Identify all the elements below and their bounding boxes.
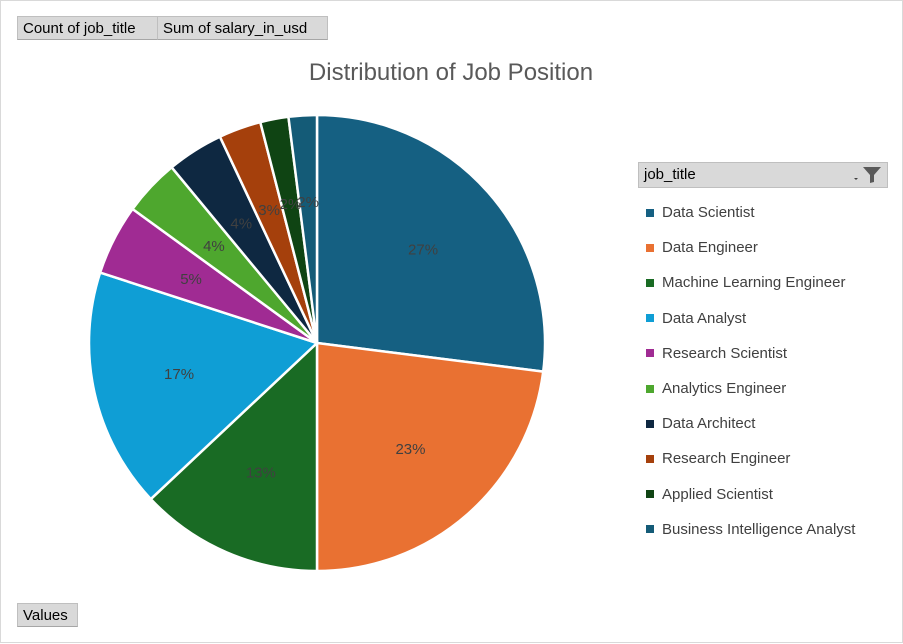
legend-swatch <box>646 384 654 393</box>
legend-label: Data Scientist <box>662 204 755 222</box>
legend-swatch <box>646 454 654 463</box>
pie-slice-data-engineer[interactable] <box>315 341 545 573</box>
legend-label: Data Engineer <box>662 239 758 257</box>
funnel-filter-icon[interactable] <box>851 166 883 184</box>
legend-item-business-intelligence-analyst[interactable]: Business Intelligence Analyst <box>646 512 896 547</box>
legend-label: Research Scientist <box>662 344 788 362</box>
legend-item-applied-scientist[interactable]: Applied Scientist <box>646 477 896 512</box>
data-label-business-intelligence-analyst: 2% <box>297 194 319 211</box>
legend-label: Research Engineer <box>662 450 791 468</box>
sum-of-salary-field-button[interactable]: Sum of salary_in_usd <box>157 16 328 40</box>
legend-swatch <box>646 349 654 358</box>
legend-item-data-analyst[interactable]: Data Analyst <box>646 301 896 336</box>
data-label-research-engineer: 3% <box>258 202 280 219</box>
legend-item-data-engineer[interactable]: Data Engineer <box>646 230 896 265</box>
legend-swatch <box>646 419 654 428</box>
legend-item-research-engineer[interactable]: Research Engineer <box>646 441 896 476</box>
legend-label: Applied Scientist <box>662 485 773 503</box>
legend-item-machine-learning-engineer[interactable]: Machine Learning Engineer <box>646 265 896 300</box>
legend-swatch <box>646 243 654 252</box>
legend-label: Business Intelligence Analyst <box>662 520 856 538</box>
legend-field-label: job_title <box>644 166 696 183</box>
legend-swatch <box>646 208 654 217</box>
chart-legend: Data Scientist Data Engineer Machine Learn… <box>646 195 896 547</box>
data-label-research-scientist: 5% <box>180 271 202 288</box>
count-of-job-title-field-button[interactable]: Count of job_title <box>17 16 158 40</box>
legend-item-data-architect[interactable]: Data Architect <box>646 406 896 441</box>
data-label-data-analyst: 17% <box>164 366 194 383</box>
legend-swatch <box>646 490 654 499</box>
legend-label: Data Architect <box>662 415 756 433</box>
pie-slice-business-intelligence-analyst[interactable] <box>287 113 319 344</box>
legend-swatch <box>646 525 654 534</box>
chart-title: Distribution of Job Position <box>308 59 594 86</box>
pie-slice-data-analyst[interactable] <box>87 270 320 501</box>
data-label-machine-learning-engineer: 13% <box>246 465 276 482</box>
legend-item-analytics-engineer[interactable]: Analytics Engineer <box>646 371 896 406</box>
legend-swatch <box>646 278 654 287</box>
legend-label: Machine Learning Engineer <box>662 274 846 292</box>
data-label-applied-scientist: 2% <box>280 196 302 213</box>
legend-item-research-scientist[interactable]: Research Scientist <box>646 336 896 371</box>
data-label-data-engineer: 23% <box>395 441 425 458</box>
data-label-analytics-engineer: 4% <box>203 238 225 255</box>
legend-field-header[interactable]: job_title <box>638 162 888 188</box>
pie-slice-data-scientist[interactable] <box>315 113 547 373</box>
data-label-data-architect: 4% <box>230 216 252 233</box>
legend-item-data-scientist[interactable]: Data Scientist <box>646 195 896 230</box>
values-field-button[interactable]: Values <box>17 603 78 627</box>
data-label-data-scientist: 27% <box>408 242 438 259</box>
legend-swatch <box>646 314 654 323</box>
legend-label: Data Analyst <box>662 309 747 327</box>
pie-slice-machine-learning-engineer[interactable] <box>149 340 319 573</box>
legend-label: Analytics Engineer <box>662 380 787 398</box>
